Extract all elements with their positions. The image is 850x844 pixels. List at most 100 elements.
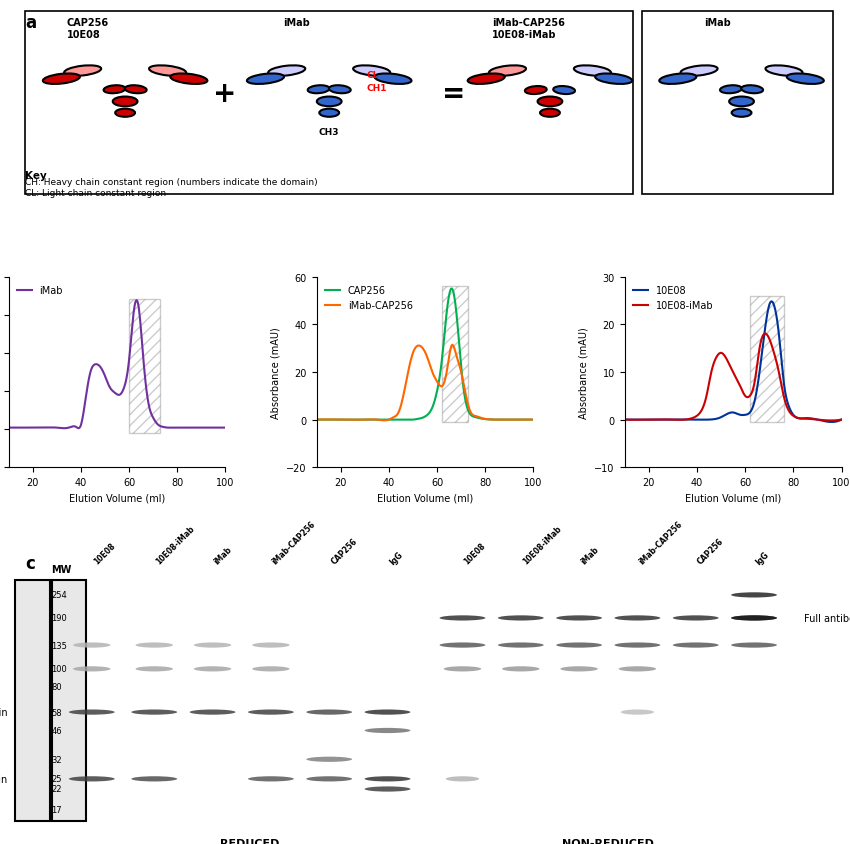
Ellipse shape: [269, 67, 305, 77]
Ellipse shape: [731, 615, 777, 621]
Ellipse shape: [731, 592, 777, 598]
Ellipse shape: [540, 110, 560, 117]
Ellipse shape: [125, 86, 147, 95]
Text: c: c: [26, 555, 35, 572]
Ellipse shape: [113, 97, 138, 107]
Text: CH3: CH3: [319, 127, 339, 137]
Text: iMab-CAP256: iMab-CAP256: [271, 520, 318, 566]
Text: IgG: IgG: [388, 549, 405, 566]
Ellipse shape: [306, 757, 352, 762]
Bar: [129, 300, 161, 434]
Ellipse shape: [729, 97, 754, 107]
Ellipse shape: [615, 615, 660, 621]
Text: iMab-CAP256: iMab-CAP256: [638, 520, 684, 566]
Ellipse shape: [498, 642, 544, 648]
Ellipse shape: [320, 110, 339, 117]
Ellipse shape: [537, 97, 563, 107]
Ellipse shape: [170, 74, 207, 85]
Ellipse shape: [502, 667, 540, 672]
Ellipse shape: [104, 86, 126, 95]
Text: a: a: [26, 14, 37, 32]
Text: iMab: iMab: [283, 18, 310, 28]
Ellipse shape: [468, 74, 505, 85]
Ellipse shape: [553, 87, 575, 95]
Ellipse shape: [445, 776, 479, 782]
Text: 32: 32: [51, 755, 62, 764]
Ellipse shape: [190, 710, 235, 715]
Ellipse shape: [248, 710, 294, 715]
Legend: 10E08, 10E08-iMab: 10E08, 10E08-iMab: [630, 282, 717, 315]
Text: CAP256: CAP256: [696, 537, 725, 566]
Ellipse shape: [73, 667, 110, 672]
Ellipse shape: [69, 710, 115, 715]
Ellipse shape: [317, 97, 342, 107]
Ellipse shape: [247, 74, 284, 85]
Ellipse shape: [116, 110, 135, 117]
Ellipse shape: [620, 710, 654, 715]
Ellipse shape: [135, 642, 173, 648]
Ellipse shape: [525, 87, 547, 95]
Bar: [642, 13, 833, 195]
Text: 58: 58: [51, 708, 62, 717]
Legend: iMab: iMab: [14, 282, 67, 300]
Ellipse shape: [556, 615, 602, 621]
Ellipse shape: [681, 67, 717, 77]
Text: +: +: [213, 80, 237, 108]
Ellipse shape: [732, 110, 751, 117]
Text: 80: 80: [51, 682, 62, 691]
Text: iMab: iMab: [212, 545, 234, 566]
Text: CL: CL: [366, 71, 379, 79]
Ellipse shape: [194, 642, 231, 648]
Ellipse shape: [439, 615, 485, 621]
Ellipse shape: [560, 667, 598, 672]
Ellipse shape: [308, 86, 330, 95]
Text: Light chain: Light chain: [0, 774, 8, 784]
Bar: [52, 581, 86, 821]
Ellipse shape: [766, 67, 802, 77]
Bar: [750, 296, 784, 423]
Text: iMab: iMab: [704, 18, 731, 28]
Ellipse shape: [489, 67, 526, 77]
X-axis label: Elution Volume (ml): Elution Volume (ml): [685, 493, 781, 503]
Text: 135: 135: [51, 641, 67, 650]
X-axis label: Elution Volume (ml): Elution Volume (ml): [377, 493, 473, 503]
Ellipse shape: [673, 615, 718, 621]
Ellipse shape: [741, 86, 763, 95]
Ellipse shape: [329, 86, 351, 95]
Text: CL: Light chain constant region: CL: Light chain constant region: [26, 188, 167, 197]
Text: 46: 46: [51, 726, 62, 735]
Bar: [442, 287, 468, 423]
Ellipse shape: [574, 67, 611, 77]
Ellipse shape: [194, 667, 231, 672]
Ellipse shape: [42, 74, 80, 85]
Ellipse shape: [498, 615, 544, 621]
Text: 17: 17: [51, 805, 62, 814]
Ellipse shape: [673, 642, 718, 648]
Bar: [26, 13, 633, 195]
Ellipse shape: [439, 642, 485, 648]
Text: NON-REDUCED: NON-REDUCED: [563, 838, 654, 844]
Text: 10E08-iMab: 10E08-iMab: [155, 524, 196, 566]
Ellipse shape: [248, 776, 294, 782]
Text: MW: MW: [51, 564, 71, 574]
Ellipse shape: [787, 74, 824, 85]
Ellipse shape: [365, 776, 411, 782]
Text: 25: 25: [51, 775, 62, 783]
Ellipse shape: [252, 642, 290, 648]
Y-axis label: Absorbance (mAU): Absorbance (mAU): [271, 327, 280, 419]
Ellipse shape: [374, 74, 411, 85]
Text: 190: 190: [51, 614, 67, 623]
Text: CAP256: CAP256: [329, 537, 359, 566]
Ellipse shape: [556, 642, 602, 648]
Text: 10E08: 10E08: [92, 541, 116, 566]
Ellipse shape: [69, 776, 115, 782]
Text: 22: 22: [51, 785, 62, 793]
Ellipse shape: [595, 74, 632, 85]
Ellipse shape: [353, 67, 390, 77]
Text: REDUCED: REDUCED: [220, 838, 280, 844]
Ellipse shape: [660, 74, 696, 85]
X-axis label: Elution Volume (ml): Elution Volume (ml): [69, 493, 165, 503]
Ellipse shape: [444, 667, 481, 672]
Text: CAP256
10E08: CAP256 10E08: [67, 18, 109, 40]
Bar: [15, 581, 50, 821]
